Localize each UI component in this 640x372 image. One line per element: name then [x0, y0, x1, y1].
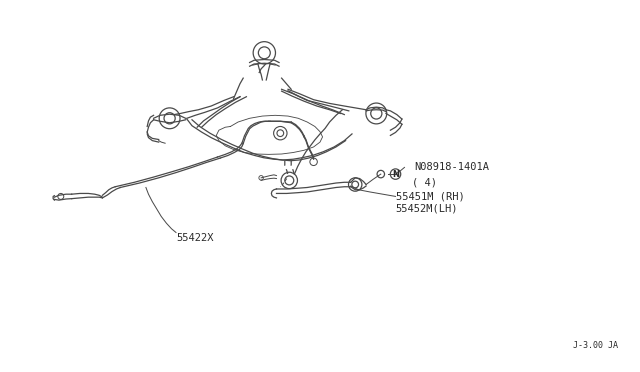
Text: 55452M(LH): 55452M(LH)	[396, 203, 458, 213]
Text: ( 4): ( 4)	[412, 177, 436, 187]
Text: 55422X: 55422X	[176, 233, 214, 243]
Text: N: N	[392, 170, 399, 179]
Text: 55451M (RH): 55451M (RH)	[396, 192, 464, 201]
Text: J-3.00 JA: J-3.00 JA	[573, 341, 618, 350]
Text: N08918-1401A: N08918-1401A	[415, 163, 490, 172]
